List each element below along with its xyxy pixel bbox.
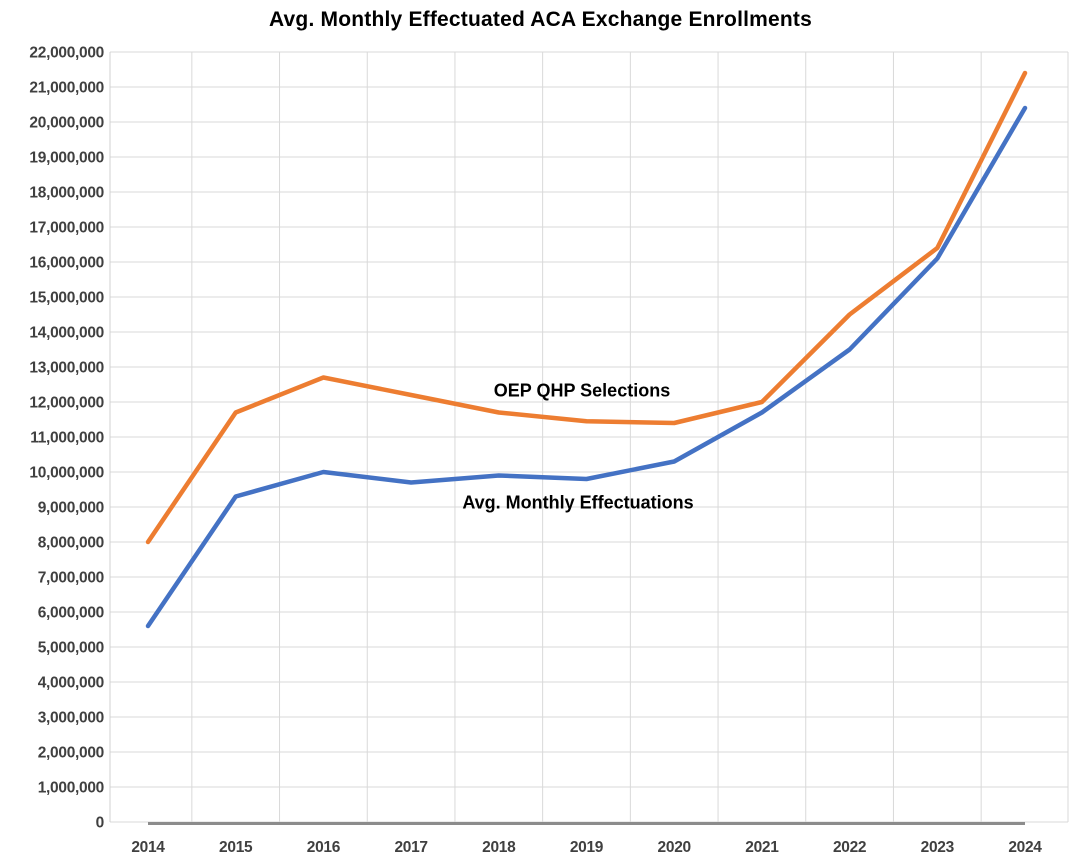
- y-axis-tick-label: 8,000,000: [38, 535, 104, 552]
- series-label-oep-qhp-selections: OEP QHP Selections: [493, 380, 671, 401]
- y-axis-tick-label: 0: [96, 815, 104, 832]
- y-axis-tick-label: 6,000,000: [38, 605, 104, 622]
- y-axis-tick-label: 15,000,000: [29, 290, 104, 307]
- x-axis-tick-label: 2020: [658, 839, 691, 856]
- series-label-avg-monthly-effectuations: Avg. Monthly Effectuations: [462, 492, 694, 513]
- y-axis-tick-label: 17,000,000: [29, 220, 104, 237]
- y-axis-tick-label: 9,000,000: [38, 500, 104, 517]
- y-axis-tick-label: 2,000,000: [38, 745, 104, 762]
- y-axis-tick-label: 7,000,000: [38, 570, 104, 587]
- x-axis-tick-label: 2019: [570, 839, 604, 856]
- y-axis-tick-label: 10,000,000: [29, 465, 104, 482]
- y-axis-tick-label: 4,000,000: [38, 675, 104, 692]
- x-axis-tick-label: 2017: [394, 839, 427, 856]
- y-axis-tick-label: 11,000,000: [30, 430, 104, 447]
- y-axis-tick-label: 1,000,000: [38, 780, 104, 797]
- y-axis-tick-label: 18,000,000: [29, 185, 104, 202]
- x-axis-tick-label: 2016: [307, 839, 341, 856]
- y-axis-tick-label: 20,000,000: [29, 115, 104, 132]
- x-axis-tick-label: 2021: [745, 839, 779, 856]
- x-axis-tick-label: 2023: [921, 839, 955, 856]
- x-axis-tick-label: 2018: [482, 839, 516, 856]
- y-axis-tick-label: 19,000,000: [29, 150, 104, 167]
- oep-qhp-selections-line: [145, 70, 1028, 545]
- y-axis-tick-label: 22,000,000: [29, 45, 104, 62]
- chart-title: Avg. Monthly Effectuated ACA Exchange En…: [268, 8, 813, 31]
- x-axis-tick-label: 2015: [219, 839, 253, 856]
- y-axis-tick-label: 12,000,000: [29, 395, 104, 412]
- x-axis-tick-label: 2024: [1008, 839, 1042, 856]
- y-axis-tick-label: 13,000,000: [29, 360, 104, 377]
- y-axis-tick-label: 3,000,000: [38, 710, 104, 727]
- y-axis-tick-label: 16,000,000: [29, 255, 104, 272]
- x-axis-tick-label: 2014: [131, 839, 165, 856]
- y-axis-tick-label: 14,000,000: [29, 325, 104, 342]
- y-axis-tick-label: 21,000,000: [29, 80, 104, 97]
- y-axis-tick-label: 5,000,000: [38, 640, 104, 657]
- avg-monthly-effectuations-line: [145, 105, 1028, 629]
- x-axis-tick-label: 2022: [833, 839, 866, 856]
